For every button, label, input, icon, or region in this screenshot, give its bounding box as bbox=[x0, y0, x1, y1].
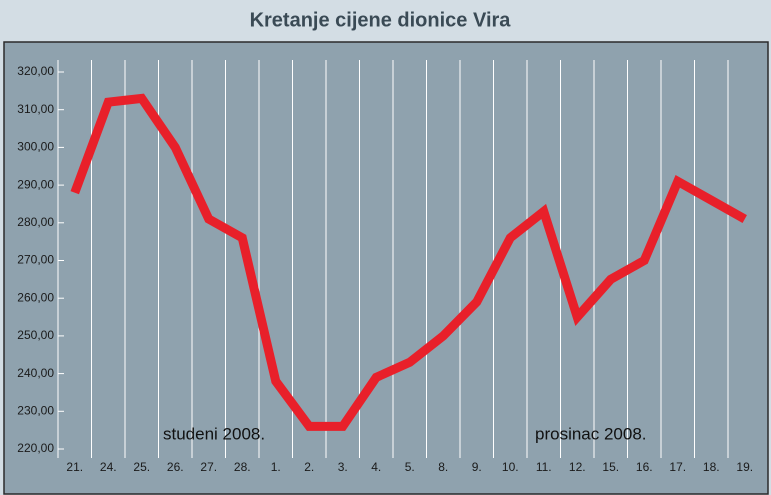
x-tick-label: 25. bbox=[133, 460, 150, 474]
x-tick-label: 5. bbox=[405, 460, 415, 474]
x-tick-label: 24. bbox=[100, 460, 117, 474]
y-tick-label: 220,00 bbox=[17, 441, 54, 455]
x-tick-label: 15. bbox=[602, 460, 619, 474]
plot-frame bbox=[3, 41, 769, 495]
x-tick-label: 8. bbox=[438, 460, 448, 474]
y-tick-label: 270,00 bbox=[17, 253, 54, 267]
x-tick-label: 3. bbox=[338, 460, 348, 474]
y-tick-label: 260,00 bbox=[17, 290, 54, 304]
x-tick-label: 12. bbox=[569, 460, 586, 474]
chart-title: Kretanje cijene dionice Vira bbox=[250, 9, 512, 31]
x-tick-label: 10. bbox=[502, 460, 519, 474]
x-tick-label: 28. bbox=[234, 460, 251, 474]
x-tick-label: 2. bbox=[304, 460, 314, 474]
x-tick-label: 16. bbox=[636, 460, 653, 474]
y-tick-label: 240,00 bbox=[17, 366, 54, 380]
price-line bbox=[70, 93, 747, 431]
x-tick-label: 19. bbox=[736, 460, 753, 474]
x-tick-label: 4. bbox=[371, 460, 381, 474]
y-tick-label: 250,00 bbox=[17, 328, 54, 342]
annotation: studeni 2008. bbox=[163, 424, 265, 443]
y-tick-label: 310,00 bbox=[17, 102, 54, 116]
x-tick-label: 21. bbox=[66, 460, 83, 474]
x-tick-label: 27. bbox=[200, 460, 217, 474]
x-tick-label: 1. bbox=[271, 460, 281, 474]
x-tick-label: 11. bbox=[536, 460, 552, 474]
y-tick-label: 320,00 bbox=[17, 64, 54, 78]
x-tick-label: 18. bbox=[703, 460, 720, 474]
y-tick-label: 290,00 bbox=[17, 177, 54, 191]
y-tick-label: 230,00 bbox=[17, 403, 54, 417]
y-tick-label: 280,00 bbox=[17, 215, 54, 229]
y-tick-label: 300,00 bbox=[17, 140, 54, 154]
x-tick-label: 26. bbox=[167, 460, 184, 474]
annotation: prosinac 2008. bbox=[535, 424, 647, 443]
x-tick-label: 17. bbox=[669, 460, 686, 474]
x-tick-label: 9. bbox=[472, 460, 482, 474]
